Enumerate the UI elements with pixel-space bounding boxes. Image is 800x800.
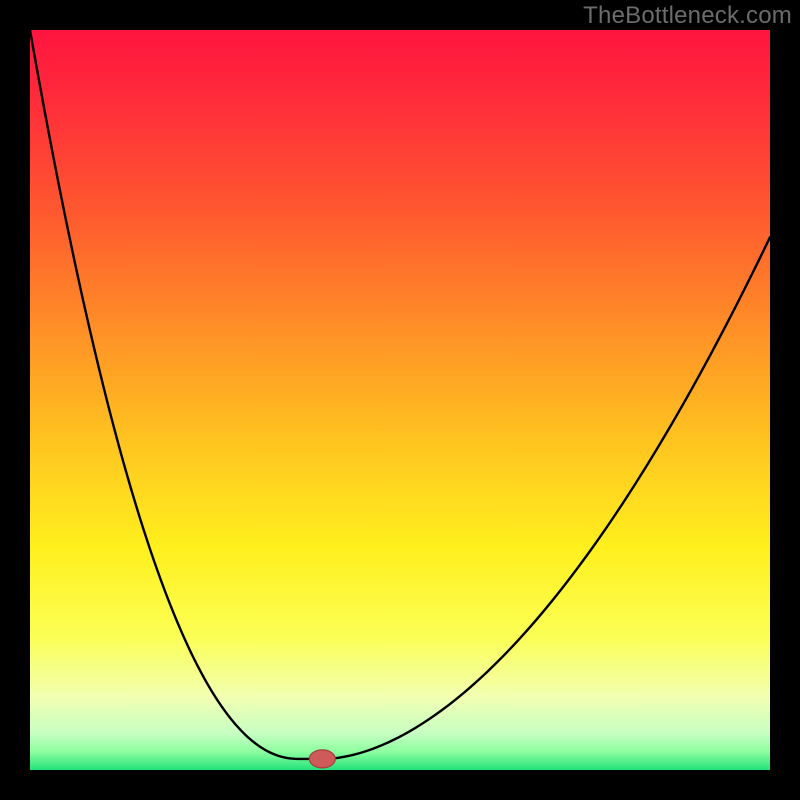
chart-svg — [0, 0, 800, 800]
optimal-point-marker — [309, 750, 335, 768]
watermark-text: TheBottleneck.com — [583, 2, 792, 30]
chart-stage: TheBottleneck.com — [0, 0, 800, 800]
gradient-background — [30, 30, 770, 770]
